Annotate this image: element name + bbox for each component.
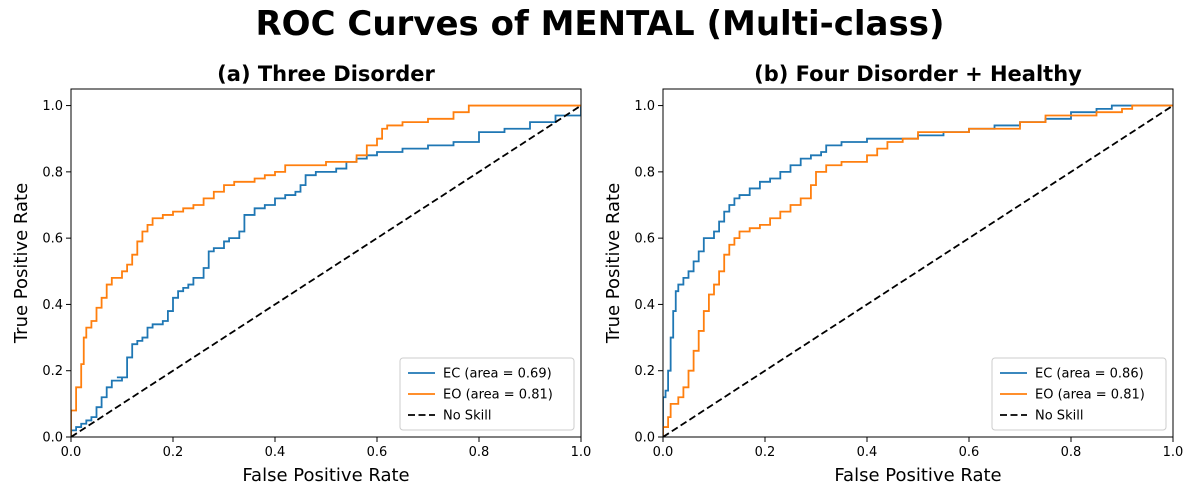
y-tick-label: 0.2 [634,364,655,379]
y-tick-label: 0.0 [634,431,655,446]
x-tick-label: 0.4 [265,445,286,460]
series-line-1 [71,104,581,437]
y-tick-label: 0.4 [42,298,63,313]
x-tick-label: 0.4 [857,445,878,460]
axes-frame [70,88,582,438]
y-tick-label: 0.6 [634,232,655,247]
y-tick-label: 0.8 [42,165,63,180]
series-line-0 [71,105,581,437]
x-tick-label: 0.2 [755,445,776,460]
y-tick-label: 0.6 [42,232,63,247]
y-tick-label: 1.0 [634,99,655,114]
chart-title: (a) Three Disorder [217,62,435,86]
y-tick-label: 0.4 [634,298,655,313]
x-tick-label: 0.8 [1061,445,1082,460]
x-axis-label: False Positive Rate [834,465,1001,486]
chart-panel-0: (a) Three Disorder 0.0 0.2 0.4 0.6 0.8 1.0 0.0 0… [11,62,591,486]
x-tick-label: 0.6 [959,445,980,460]
x-axis-label: False Positive Rate [242,465,409,486]
series-line-1 [663,104,1173,437]
figure-title: ROC Curves of MENTAL (Multi-class) [255,4,945,44]
x-tick-label: 0.0 [61,445,82,460]
legend-box [399,357,575,431]
y-axis-label: True Positive Rate [11,183,32,344]
y-axis-label: True Positive Rate [603,183,624,344]
x-tick-label: 0.0 [653,445,674,460]
x-tick-label: 1.0 [1163,445,1184,460]
series-line-2 [663,104,1173,437]
chart-title: (b) Four Disorder + Healthy [754,62,1082,86]
legend-box [991,357,1167,431]
y-tick-label: 1.0 [42,99,63,114]
x-tick-label: 0.8 [469,445,490,460]
legend-label-1: EO (area = 0.81) [1035,388,1145,403]
legend-label-0: EC (area = 0.86) [1035,367,1144,382]
y-tick-label: 0.0 [42,431,63,446]
legend-label-2: No Skill [1035,409,1083,424]
axes-frame [662,88,1174,438]
chart-panel-1: (b) Four Disorder + Healthy 0.0 0.2 0.4 0.6 0… [603,62,1183,486]
legend-label-2: No Skill [443,409,491,424]
legend-label-0: EC (area = 0.69) [443,367,552,382]
y-tick-label: 0.8 [634,165,655,180]
x-tick-label: 1.0 [571,445,592,460]
y-tick-label: 0.2 [42,364,63,379]
x-tick-label: 0.6 [367,445,388,460]
legend: EC (area = 0.69) EO (area = 0.81) No Skill [399,357,575,431]
legend: EC (area = 0.86) EO (area = 0.81) No Skill [991,357,1167,431]
series-line-2 [71,104,581,437]
legend-label-1: EO (area = 0.81) [443,388,553,403]
x-tick-label: 0.2 [163,445,184,460]
